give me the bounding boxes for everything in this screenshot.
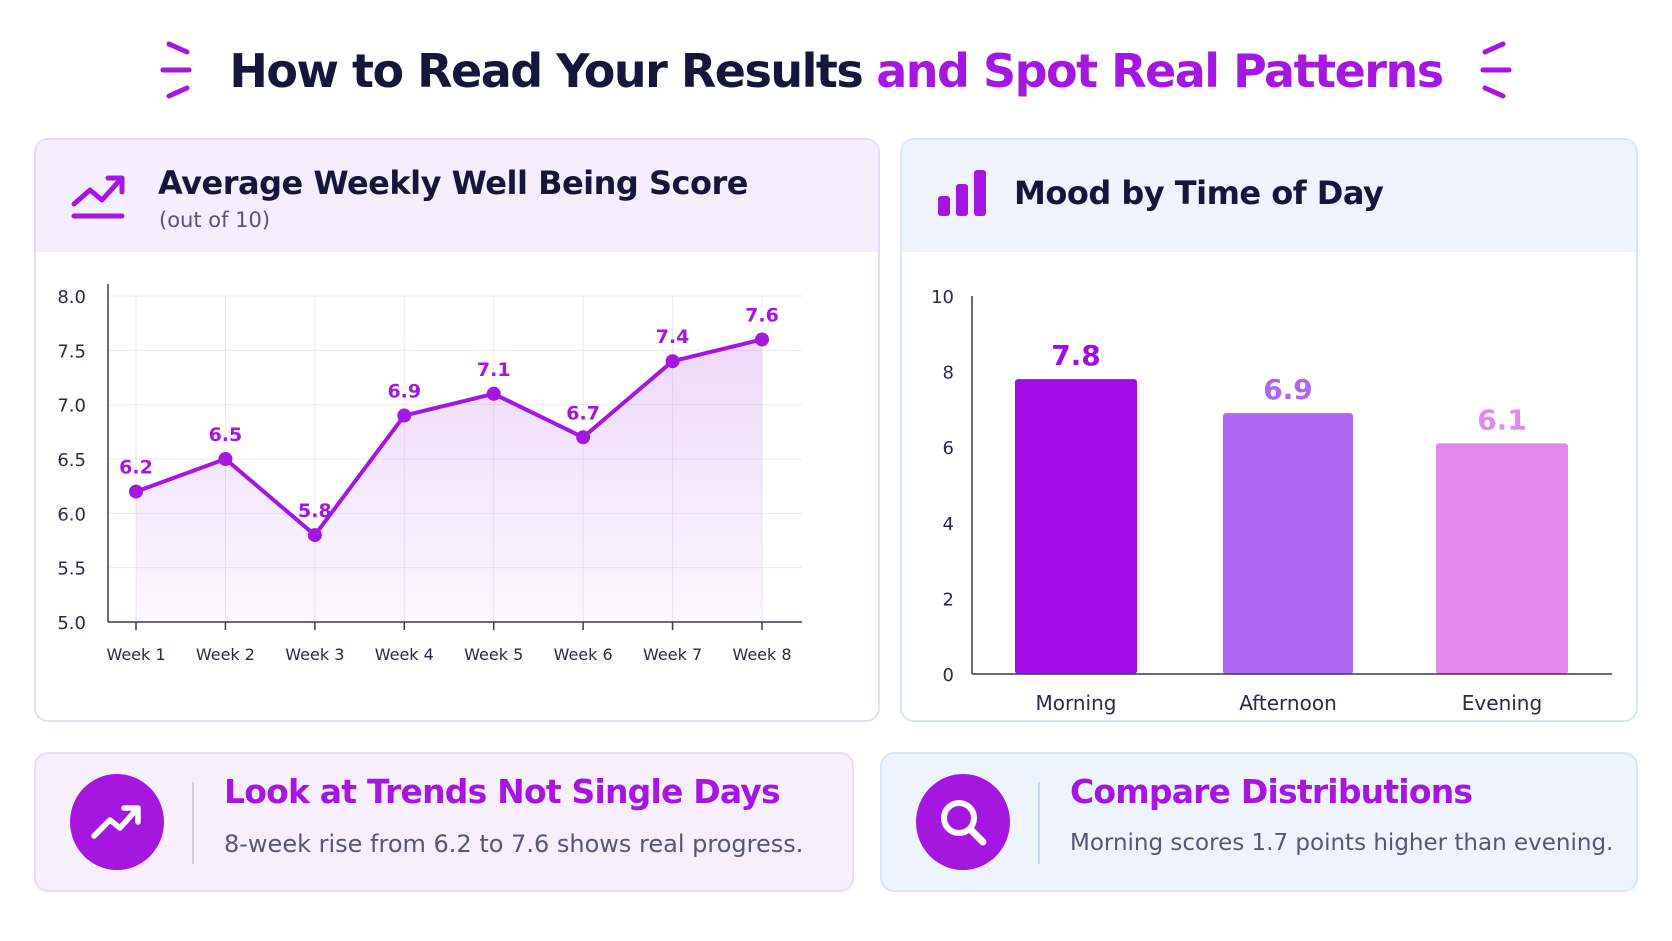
trend-up-icon <box>70 774 164 870</box>
data-point <box>486 386 501 401</box>
data-label: 7.4 <box>656 326 690 348</box>
bar-evening <box>1436 443 1568 674</box>
data-label: 6.1 <box>1477 403 1527 436</box>
x-tick-label: Afternoon <box>1239 691 1337 715</box>
y-tick-label: 7.5 <box>57 341 86 362</box>
mood-title: Mood by Time of Day <box>1014 174 1384 212</box>
compare-card-title: Compare Distributions <box>1070 772 1473 811</box>
y-tick-label: 4 <box>943 514 954 535</box>
card-divider <box>192 782 194 864</box>
x-tick-label: Week 6 <box>554 645 613 664</box>
x-tick-label: Week 1 <box>106 645 165 664</box>
weekly-score-header: Average Weekly Well Being Score (out of … <box>36 140 878 252</box>
trends-card-text: 8-week rise from 6.2 to 7.6 shows real p… <box>224 830 804 858</box>
data-point <box>218 452 233 466</box>
y-tick-label: 0 <box>943 665 954 686</box>
weekly-score-subtitle: (out of 10) <box>159 208 271 232</box>
trends-card-title: Look at Trends Not Single Days <box>224 772 781 811</box>
x-tick-label: Week 4 <box>375 645 434 664</box>
y-tick-label: 8 <box>943 363 954 384</box>
data-label: 6.9 <box>387 381 421 403</box>
y-tick-label: 7.0 <box>57 396 86 417</box>
y-tick-label: 5.0 <box>57 613 86 634</box>
trends-card: Look at Trends Not Single Days 8-week ri… <box>34 752 854 892</box>
y-tick-label: 5.5 <box>57 559 86 580</box>
weekly-score-panel: Average Weekly Well Being Score (out of … <box>34 138 880 722</box>
x-tick-label: Week 7 <box>643 645 702 664</box>
series-line <box>134 337 764 538</box>
data-point <box>307 528 322 543</box>
bar-chart-icon <box>936 168 996 228</box>
data-point <box>665 354 680 369</box>
compare-card-text: Morning scores 1.7 points higher than ev… <box>1070 830 1614 856</box>
y-tick-label: 6.5 <box>57 450 86 471</box>
y-tick-label: 8.0 <box>57 287 86 308</box>
title-part-2: and Spot Real Patterns <box>876 44 1444 98</box>
burst-left-icon <box>159 36 199 106</box>
title-part-1: How to Read Your Results <box>229 44 863 98</box>
x-tick-label: Week 2 <box>196 645 255 664</box>
burst-right-icon <box>1473 36 1513 106</box>
mood-panel: Mood by Time of Day 0 2 4 6 8 10 7.8 Morning 6.9… <box>900 138 1638 722</box>
data-label: 7.8 <box>1051 339 1101 372</box>
data-label: 7.1 <box>477 359 511 381</box>
data-point <box>576 430 591 445</box>
x-tick-label: Week 8 <box>732 645 791 664</box>
x-tick-label: Week 3 <box>285 645 344 664</box>
y-tick-label: 10 <box>931 287 954 308</box>
page-title: How to Read Your Results and Spot Real P… <box>0 36 1672 106</box>
x-tick-label: Week 5 <box>464 645 523 664</box>
y-tick-label: 2 <box>943 589 954 610</box>
data-point <box>397 408 412 423</box>
y-tick-label: 6.0 <box>57 504 86 525</box>
data-label: 6.7 <box>566 402 600 424</box>
line-chart: 5.0 5.5 6.0 6.5 7.0 7.5 8.0 6.2 Week 1 6.5 Week 2 5… <box>57 284 802 664</box>
x-tick-label: Morning <box>1036 691 1117 715</box>
data-label: 7.6 <box>745 304 779 326</box>
card-divider <box>1038 782 1040 864</box>
bar-chart: 0 2 4 6 8 10 7.8 Morning 6.9 Afternoon 6.1 Evening <box>931 287 1612 715</box>
bar-afternoon <box>1223 413 1353 674</box>
data-point <box>755 332 769 347</box>
y-tick-label: 6 <box>943 438 954 459</box>
area-fill <box>136 339 762 622</box>
data-label: 6.9 <box>1263 373 1313 406</box>
compare-card: Compare Distributions Morning scores 1.7… <box>880 752 1638 892</box>
mood-header: Mood by Time of Day <box>902 140 1636 252</box>
data-label: 6.5 <box>209 424 243 446</box>
weekly-score-title: Average Weekly Well Being Score <box>158 164 748 202</box>
search-icon <box>916 774 1010 870</box>
data-label: 6.2 <box>119 457 153 479</box>
trend-up-icon <box>70 168 130 228</box>
data-point <box>129 484 143 499</box>
data-label: 5.8 <box>298 500 332 522</box>
x-tick-label: Evening <box>1462 691 1542 715</box>
bar-morning <box>1015 379 1137 674</box>
